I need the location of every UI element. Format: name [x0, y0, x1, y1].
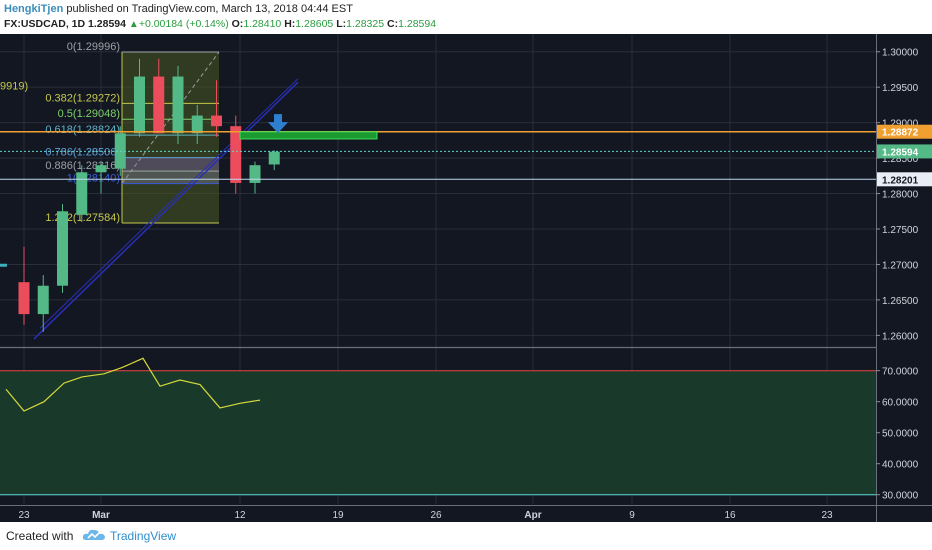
- price-tick-label-6: 1.27000: [882, 260, 919, 271]
- candle-body-10: [211, 115, 222, 127]
- candle-body-9: [191, 115, 203, 134]
- tradingview-brand[interactable]: TradingView: [110, 529, 177, 543]
- fib-label-6: 1(1.28140): [67, 173, 120, 185]
- price-chart[interactable]: 0(1.29996) 0.382(1.29272) 0.5(1.29048) 0.61…: [0, 34, 932, 522]
- fib-diagonal: [121, 51, 220, 184]
- candle-body-8: [172, 76, 184, 134]
- ohlc-line: FX:USDCAD, 1D 1.28594 ▲+0.00184 (+0.14%)…: [4, 18, 436, 30]
- candle-body-7: [153, 76, 165, 134]
- price-tick-label-1: 1.29500: [882, 83, 919, 94]
- fib-label-3: 0.618(1.28824): [45, 124, 120, 136]
- last-price: 1.28594: [88, 18, 126, 30]
- price-tag-2: [877, 172, 932, 187]
- price-tag-0: [877, 124, 932, 139]
- author-link[interactable]: HengkiTjen: [4, 3, 64, 15]
- trendline-upper: [39, 78, 299, 329]
- symbol-label: FX:USDCAD, 1D: [4, 18, 86, 30]
- rsi-tick-label-1: 60.0000: [882, 398, 919, 409]
- rsi-tick-label-0: 70.0000: [882, 367, 919, 378]
- annotations: [0, 114, 876, 267]
- fib-label-4: 0.786(1.28506): [45, 147, 120, 159]
- price-tick-label-8: 1.26000: [882, 331, 919, 342]
- low-value: 1.28325: [346, 18, 385, 30]
- candle-body-4: [95, 165, 107, 173]
- left-edge-marker: [0, 263, 7, 267]
- time-tick-label-1: Mar: [92, 510, 110, 521]
- fib-label-2: 0.5(1.29048): [58, 108, 120, 120]
- fib-label-5: 0.886(1.28316): [45, 160, 120, 172]
- rsi-line: [5, 357, 261, 412]
- rsi-panel: [0, 357, 876, 496]
- candle-body-1: [37, 285, 49, 315]
- fib-band-0786-0886: [122, 157, 219, 170]
- publish-line: HengkiTjen published on TradingView.com,…: [4, 3, 353, 15]
- time-tick-label-0: 23: [18, 510, 30, 521]
- price-tick-label-0: 1.30000: [882, 48, 919, 59]
- up-triangle-icon: ▲: [128, 19, 139, 30]
- footer: Created with TradingView: [0, 522, 932, 550]
- price-tick-label-4: 1.28000: [882, 190, 919, 201]
- price-tag-1: [877, 144, 932, 159]
- candle-body-2: [57, 211, 68, 286]
- chart-header: HengkiTjen published on TradingView.com,…: [0, 0, 932, 34]
- price-tick-label-7: 1.26500: [882, 296, 919, 307]
- candle-series: [18, 58, 280, 332]
- time-tick-label-6: 9: [629, 510, 635, 521]
- high-value: 1.28605: [295, 18, 334, 30]
- price-tag-label-0: 1.28872: [882, 128, 919, 139]
- trendline-group: [33, 78, 299, 340]
- close-value: 1.28594: [398, 18, 437, 30]
- created-with-text: Created with: [6, 529, 74, 543]
- fib-band-0886-1: [122, 169, 219, 184]
- candle-body-12: [249, 165, 261, 183]
- price-tick-label-5: 1.27500: [882, 225, 919, 236]
- rsi-tick-label-2: 50.0000: [882, 429, 919, 440]
- trendline-lower: [33, 81, 299, 340]
- published-text: published on TradingView.com, March 13, …: [66, 3, 353, 15]
- down-arrow-icon: [268, 114, 288, 134]
- fib-label-0: 0(1.29996): [67, 41, 120, 53]
- price-change: +0.00184 (+0.14%): [138, 18, 229, 30]
- rsi-band-fill: [0, 370, 876, 495]
- price-tag-label-1: 1.28594: [882, 147, 919, 158]
- candle-body-6: [134, 76, 145, 134]
- time-axis-background: [0, 505, 876, 522]
- time-tick-label-7: 16: [724, 510, 736, 521]
- tradingview-cloud-icon: [82, 529, 105, 540]
- time-tick-label-8: 23: [821, 510, 833, 521]
- rsi-tick-label-4: 30.0000: [882, 491, 919, 502]
- candle-body-3: [76, 172, 88, 215]
- open-label: O:: [231, 18, 244, 30]
- time-tick-label-5: Apr: [524, 510, 541, 521]
- low-label: L:: [336, 18, 347, 30]
- time-tick-label-2: 12: [234, 510, 246, 521]
- left-edge-label: 9919): [0, 80, 28, 92]
- fib-label-1: 0.382(1.29272): [45, 92, 120, 104]
- candle-body-0: [18, 282, 30, 315]
- axes: 1.30000 1.29500 1.29000 1.28500 1.28000 1.275…: [0, 34, 932, 522]
- candle-body-11: [230, 126, 242, 183]
- price-axis-background: [876, 34, 932, 504]
- high-label: H:: [284, 18, 296, 30]
- open-value: 1.28410: [243, 18, 282, 30]
- time-tick-label-3: 19: [332, 510, 344, 521]
- time-tick-label-4: 26: [430, 510, 442, 521]
- close-label: C:: [387, 18, 399, 30]
- candle-body-13: [268, 151, 280, 165]
- target-zone-box: [239, 131, 378, 140]
- price-tick-label-2: 1.29000: [882, 119, 919, 130]
- rsi-tick-label-3: 40.0000: [882, 460, 919, 471]
- price-tag-label-2: 1.28201: [882, 175, 919, 186]
- price-tick-label-3: 1.28500: [882, 154, 919, 165]
